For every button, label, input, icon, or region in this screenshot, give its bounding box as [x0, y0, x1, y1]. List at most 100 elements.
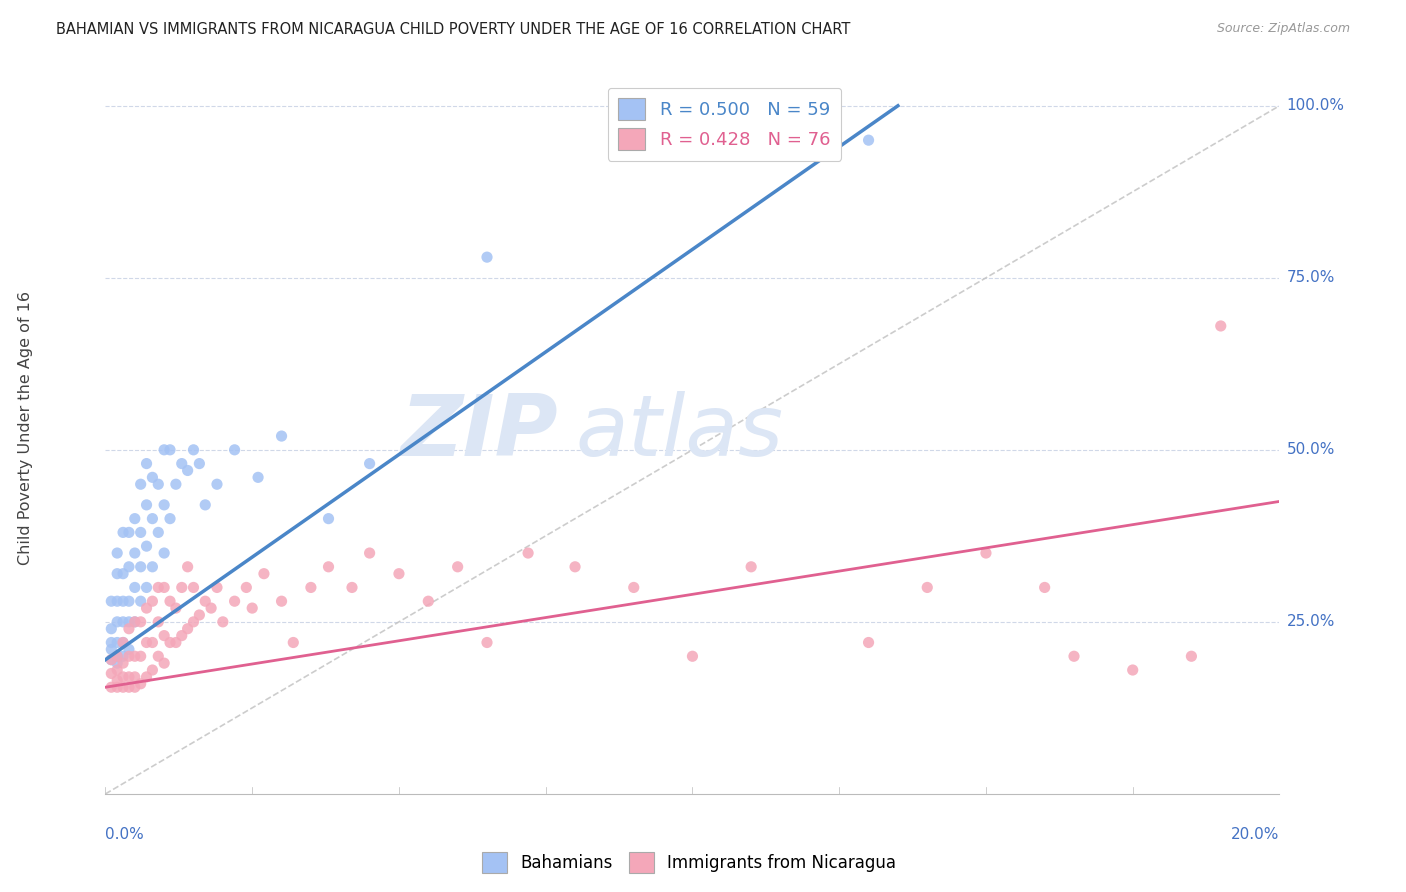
Point: [283, 635, 305, 649]
Point: [118, 642, 141, 657]
Point: [1033, 581, 1056, 595]
Point: [148, 581, 170, 595]
Point: [235, 581, 257, 595]
Text: ZIP: ZIP: [399, 391, 557, 475]
Point: [388, 566, 411, 581]
Point: [159, 442, 181, 457]
Point: [105, 594, 128, 608]
Point: [240, 601, 263, 615]
Point: [129, 559, 152, 574]
Point: [200, 601, 222, 615]
Point: [165, 601, 187, 615]
Point: [105, 663, 128, 677]
Point: [129, 594, 152, 608]
Point: [224, 442, 246, 457]
Point: [858, 635, 880, 649]
Point: [623, 581, 645, 595]
Point: [141, 663, 163, 677]
Point: [170, 629, 193, 643]
Point: [118, 622, 141, 636]
Legend: R = 0.500   N = 59, R = 0.428   N = 76: R = 0.500 N = 59, R = 0.428 N = 76: [607, 87, 841, 161]
Point: [205, 477, 228, 491]
Point: [188, 457, 211, 471]
Point: [129, 525, 152, 540]
Point: [153, 546, 176, 560]
Point: [148, 525, 170, 540]
Point: [100, 594, 122, 608]
Point: [124, 680, 146, 694]
Point: [100, 680, 122, 694]
Point: [112, 566, 135, 581]
Point: [159, 635, 181, 649]
Point: [129, 477, 152, 491]
Point: [118, 670, 141, 684]
Point: [105, 649, 128, 664]
Point: [124, 615, 146, 629]
Text: BAHAMIAN VS IMMIGRANTS FROM NICARAGUA CHILD POVERTY UNDER THE AGE OF 16 CORRELAT: BAHAMIAN VS IMMIGRANTS FROM NICARAGUA CH…: [56, 22, 851, 37]
Point: [112, 680, 135, 694]
Point: [100, 666, 122, 681]
Point: [194, 594, 217, 608]
Point: [141, 559, 163, 574]
Text: 50.0%: 50.0%: [1286, 442, 1334, 458]
Point: [270, 594, 292, 608]
Point: [165, 477, 187, 491]
Point: [112, 635, 135, 649]
Text: 25.0%: 25.0%: [1286, 615, 1334, 630]
Point: [974, 546, 997, 560]
Point: [270, 429, 292, 443]
Point: [135, 670, 157, 684]
Text: Child Poverty Under the Age of 16: Child Poverty Under the Age of 16: [18, 291, 32, 566]
Point: [105, 566, 128, 581]
Point: [141, 470, 163, 484]
Point: [100, 653, 122, 667]
Point: [1063, 649, 1085, 664]
Point: [1209, 318, 1232, 333]
Point: [129, 615, 152, 629]
Point: [1122, 663, 1144, 677]
Point: [135, 539, 157, 553]
Point: [141, 594, 163, 608]
Point: [170, 581, 193, 595]
Point: [112, 649, 135, 664]
Point: [1180, 649, 1202, 664]
Point: [165, 635, 187, 649]
Text: Source: ZipAtlas.com: Source: ZipAtlas.com: [1216, 22, 1350, 36]
Point: [118, 615, 141, 629]
Point: [359, 546, 381, 560]
Point: [124, 649, 146, 664]
Point: [105, 635, 128, 649]
Point: [205, 581, 228, 595]
Point: [124, 581, 146, 595]
Point: [135, 601, 157, 615]
Point: [183, 442, 205, 457]
Point: [253, 566, 276, 581]
Point: [318, 559, 340, 574]
Point: [176, 559, 198, 574]
Point: [135, 457, 157, 471]
Point: [517, 546, 540, 560]
Point: [858, 133, 880, 147]
Point: [211, 615, 233, 629]
Point: [100, 653, 122, 667]
Point: [135, 581, 157, 595]
Point: [112, 656, 135, 670]
Point: [105, 546, 128, 560]
Point: [118, 594, 141, 608]
Point: [118, 525, 141, 540]
Point: [170, 457, 193, 471]
Text: 75.0%: 75.0%: [1286, 270, 1334, 285]
Point: [112, 635, 135, 649]
Point: [682, 649, 704, 664]
Point: [475, 250, 498, 264]
Point: [124, 546, 146, 560]
Point: [299, 581, 322, 595]
Point: [153, 581, 176, 595]
Point: [188, 607, 211, 622]
Point: [224, 594, 246, 608]
Point: [105, 615, 128, 629]
Point: [135, 498, 157, 512]
Point: [148, 477, 170, 491]
Point: [100, 635, 122, 649]
Point: [118, 649, 141, 664]
